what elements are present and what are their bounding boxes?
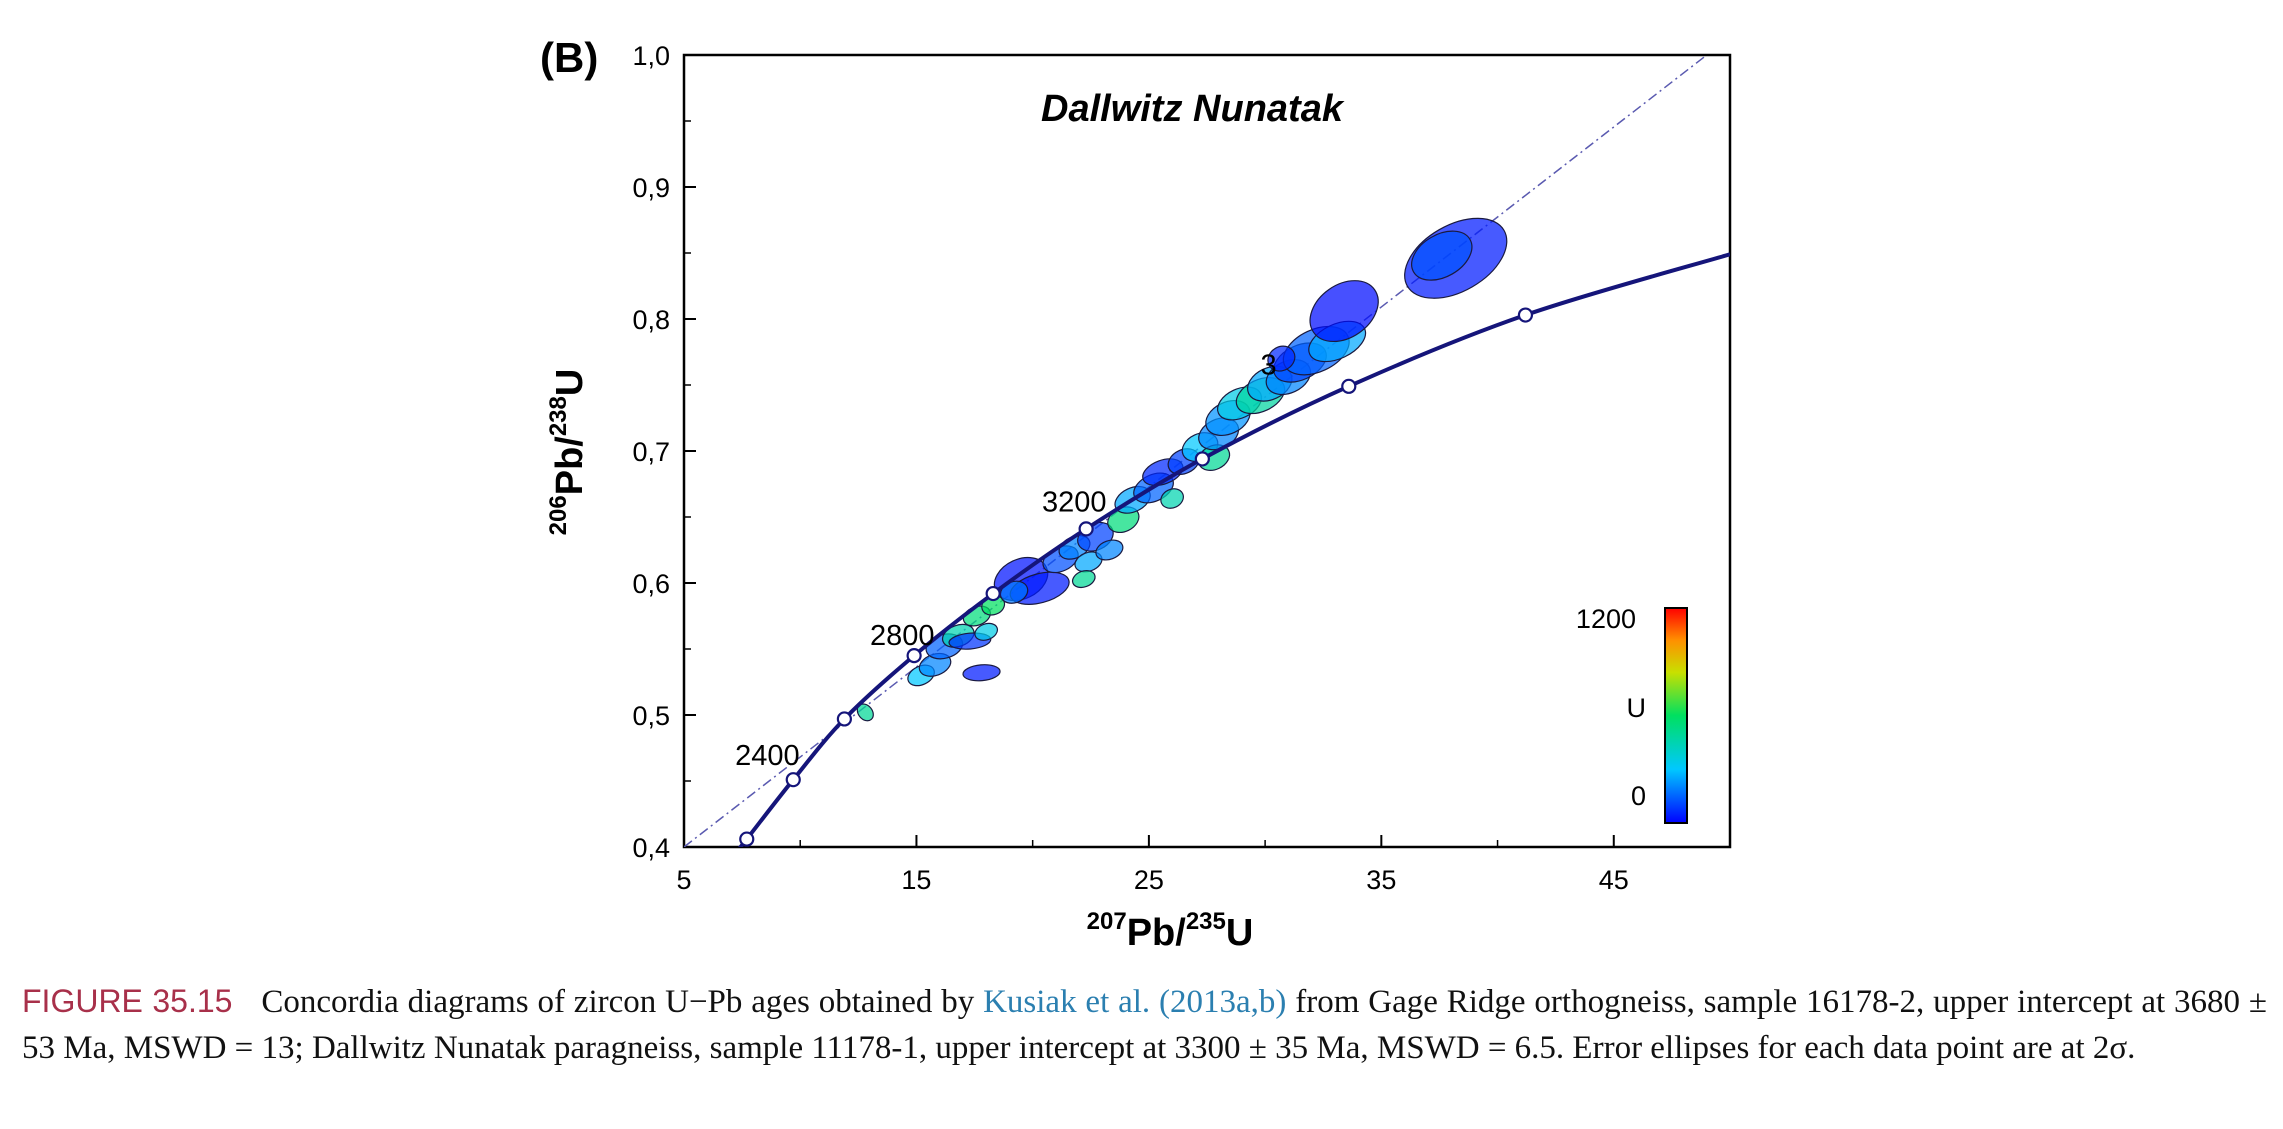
x-tick-label: 35 xyxy=(1366,865,1396,895)
colorbar-gradient xyxy=(1664,607,1688,824)
y-tick-label: 0,8 xyxy=(632,305,670,335)
caption-text-after: from Gage Ridge orthogneiss, sample 1617… xyxy=(22,984,2268,1066)
concordia-chart: (B) 5 15 25 35 450,40,50,60,70,80,91,0 24002… xyxy=(540,0,1750,954)
x-tick-label: 25 xyxy=(1134,865,1164,895)
age-label: 3200 xyxy=(1042,487,1107,519)
y-tick-label: 0,9 xyxy=(632,173,670,203)
concordia-age-marker xyxy=(985,585,1001,602)
concordia-age-marker xyxy=(785,772,801,788)
colorbar: 1200 U 0 xyxy=(1576,604,1688,824)
colorbar-max-label: 1200 xyxy=(1576,604,1636,634)
chart-title: Dallwitz Nunatak xyxy=(1041,88,1345,130)
age-label: 2400 xyxy=(735,740,800,772)
colorbar-title: U xyxy=(1627,693,1647,723)
error-ellipse xyxy=(1160,488,1184,509)
concordia-curve xyxy=(737,252,1730,847)
concordia-age-marker xyxy=(1194,451,1210,467)
error-ellipses xyxy=(856,217,1508,722)
error-ellipse xyxy=(1095,539,1124,561)
concordia-path xyxy=(737,252,1730,847)
x-tick-label: 45 xyxy=(1599,865,1629,895)
colorbar-min-label: 0 xyxy=(1631,781,1646,811)
concordia-age-marker xyxy=(1078,521,1094,537)
y-tick-label: 0,4 xyxy=(632,833,670,863)
error-ellipse xyxy=(1411,230,1473,281)
panel-label: (B) xyxy=(540,34,598,81)
y-tick-label: 0,6 xyxy=(632,569,670,599)
x-tick-label: 5 xyxy=(676,865,691,895)
top-edge xyxy=(600,0,1750,3)
citation-link[interactable]: Kusiak et al. (2013a,b) xyxy=(983,984,1287,1020)
figure-caption: FIGURE 35.15 Concordia diagrams of zirco… xyxy=(22,978,2267,1071)
error-ellipse xyxy=(962,664,1001,682)
error-ellipse xyxy=(1309,280,1379,343)
error-ellipse xyxy=(1267,345,1296,372)
y-tick-label: 0,5 xyxy=(632,701,670,731)
concordia-age-marker xyxy=(1517,307,1534,323)
y-tick-label: 1,0 xyxy=(632,41,670,71)
figure-label: FIGURE 35.15 xyxy=(22,983,233,1019)
concordia-age-marker xyxy=(906,647,922,664)
age-labels: 2400 2800 3200 3 xyxy=(735,349,1276,772)
error-ellipse xyxy=(1071,570,1096,589)
plot-area: 5 15 25 35 45 0,4 0,5 0,6 0,7 0,8 0,9 1,0 2400 2800 3… xyxy=(632,41,1732,895)
caption-text-before: Concordia diagrams of zircon U−Pb ages o… xyxy=(261,984,975,1020)
age-label: 3 xyxy=(1260,349,1276,381)
concordia-age-marker xyxy=(1341,378,1357,394)
concordia-age-marker xyxy=(739,831,755,847)
y-tick-label: 0,7 xyxy=(632,437,670,467)
axes: 5 15 25 35 45 0,4 0,5 0,6 0,7 0,8 0,9 1,0 xyxy=(632,41,1732,895)
x-tick-label: 15 xyxy=(901,865,931,895)
y-axis-label: 206Pb/238U xyxy=(545,369,591,536)
x-axis-label: 207Pb/235U xyxy=(1087,908,1254,954)
error-ellipse xyxy=(974,622,999,641)
age-label: 2800 xyxy=(870,620,935,652)
concordia-age-marker xyxy=(836,711,852,727)
